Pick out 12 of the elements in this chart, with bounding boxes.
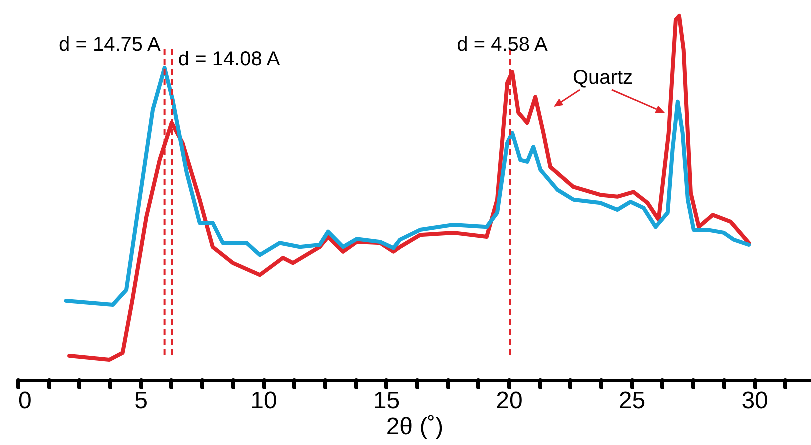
x-tick-label: 30 bbox=[742, 388, 768, 414]
x-tick-label: 10 bbox=[250, 388, 278, 414]
x-tick-label: 20 bbox=[496, 388, 523, 414]
annotation: d = 14.75 A bbox=[59, 34, 162, 56]
x-tick-label: 0 bbox=[18, 388, 32, 414]
x-axis-title: 2θ (˚) bbox=[386, 414, 444, 440]
x-tick-label: 5 bbox=[134, 388, 148, 414]
annotation: d = 14.08 A bbox=[178, 48, 281, 71]
x-tick-label: 25 bbox=[618, 388, 646, 414]
x-tick-label: 15 bbox=[373, 388, 400, 414]
annotation: Quartz bbox=[572, 67, 634, 89]
annotation: d = 4.58 A bbox=[457, 34, 548, 56]
